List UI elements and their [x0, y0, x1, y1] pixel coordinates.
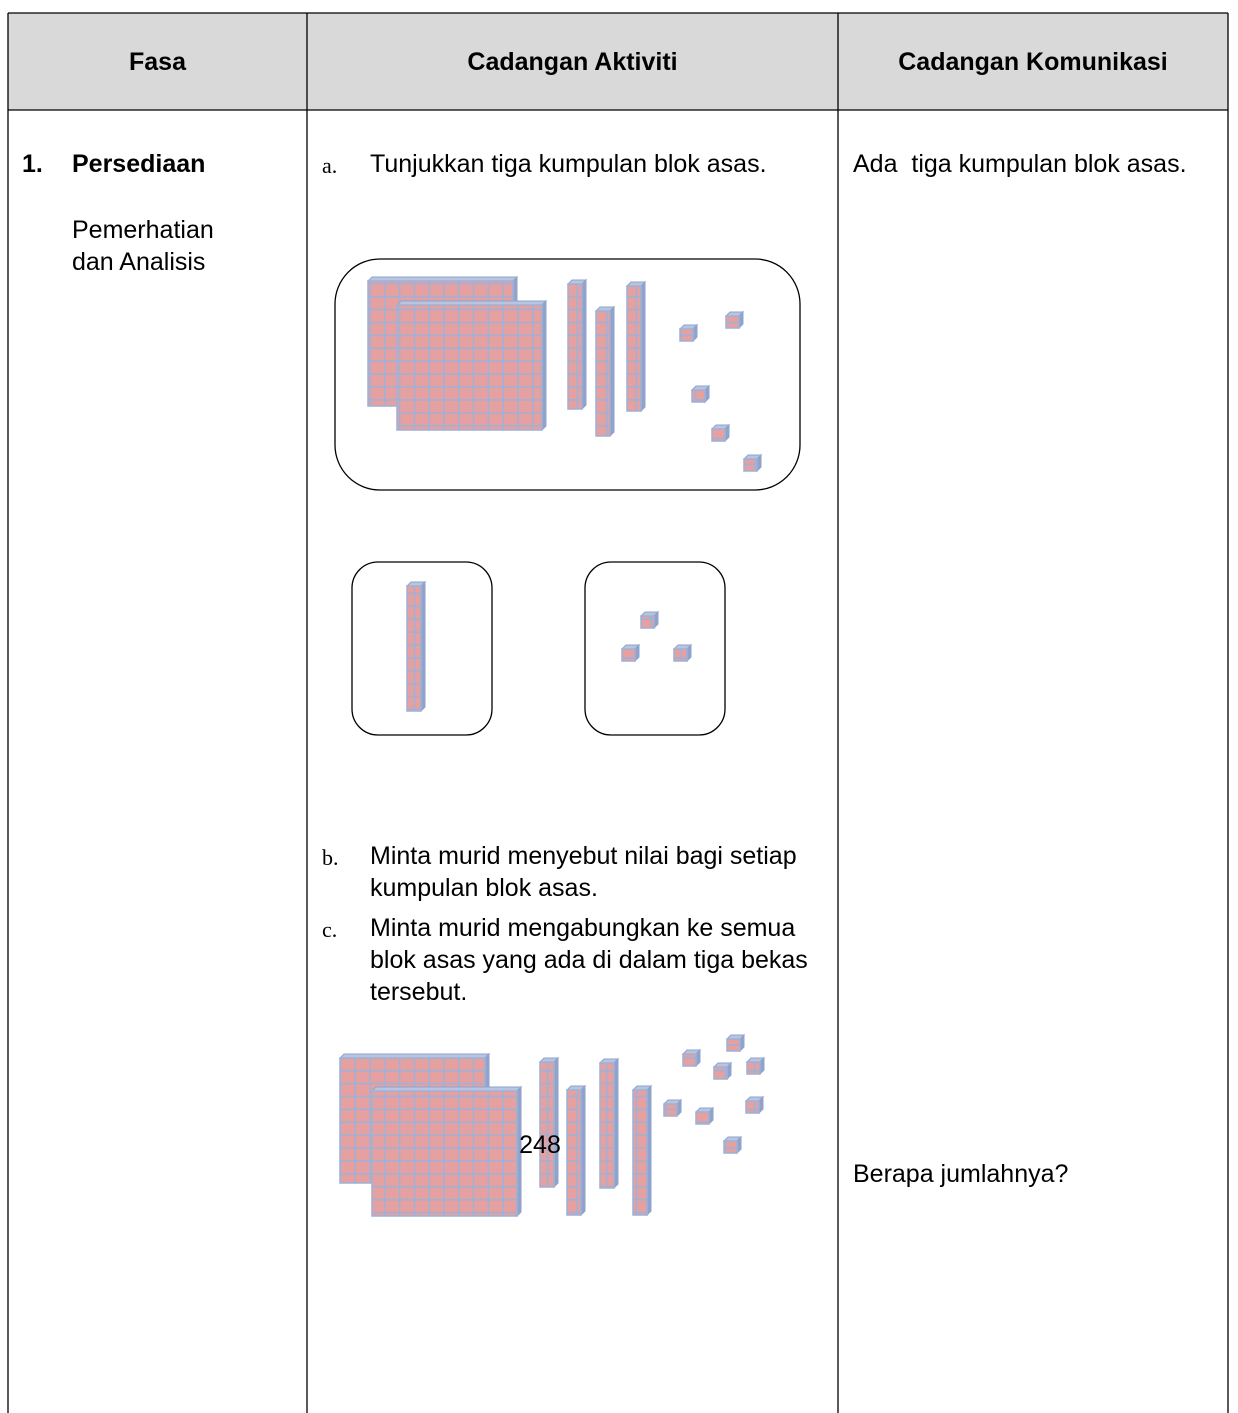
phase-subtitle: Pemerhatian dan Analisis	[72, 216, 214, 276]
rod	[539, 1061, 555, 1188]
header-cell: Cadangan Komunikasi	[898, 48, 1168, 76]
item-text: Tunjukkan tiga kumpulan blok asas.	[370, 150, 767, 178]
unit	[743, 458, 758, 472]
header-cell: Fasa	[129, 48, 186, 76]
item-marker: b.	[322, 845, 339, 870]
unit	[713, 1066, 728, 1080]
total-label: 248	[519, 1131, 561, 1159]
item-marker: a.	[322, 153, 338, 178]
item-text: Minta murid menyebut nilai bagi setiap k…	[370, 842, 797, 902]
item-text: Minta murid mengabungkan ke semua blok a…	[370, 914, 808, 1006]
table-lines	[7, 12, 1229, 1413]
rod	[567, 283, 583, 410]
rod	[566, 1089, 582, 1216]
comm-text: Ada tiga kumpulan blok asas.	[853, 150, 1187, 178]
unit	[746, 1061, 761, 1075]
comm-text: Berapa jumlahnya?	[853, 1160, 1069, 1188]
rod	[599, 1062, 615, 1189]
unit	[682, 1053, 697, 1067]
unit	[695, 1111, 710, 1125]
unit	[673, 648, 688, 662]
unit	[711, 428, 726, 442]
unit	[691, 389, 706, 403]
flat	[371, 1090, 518, 1217]
unit	[723, 1140, 738, 1154]
base-ten-blocks	[338, 275, 766, 1218]
rod	[406, 585, 422, 712]
rod	[632, 1089, 648, 1216]
phase-title: Persediaan	[72, 150, 206, 178]
unit	[679, 328, 694, 342]
rod	[626, 285, 642, 412]
item-marker: c.	[322, 917, 338, 942]
header-cell: Cadangan Aktiviti	[467, 48, 678, 76]
unit	[726, 1038, 741, 1052]
header-bg	[8, 13, 1228, 110]
unit	[725, 315, 740, 329]
flat	[396, 304, 543, 431]
unit	[745, 1100, 760, 1114]
unit	[663, 1103, 678, 1117]
phase-number: 1.	[22, 150, 43, 178]
unit	[640, 615, 655, 629]
rod	[595, 310, 611, 437]
unit	[621, 648, 636, 662]
